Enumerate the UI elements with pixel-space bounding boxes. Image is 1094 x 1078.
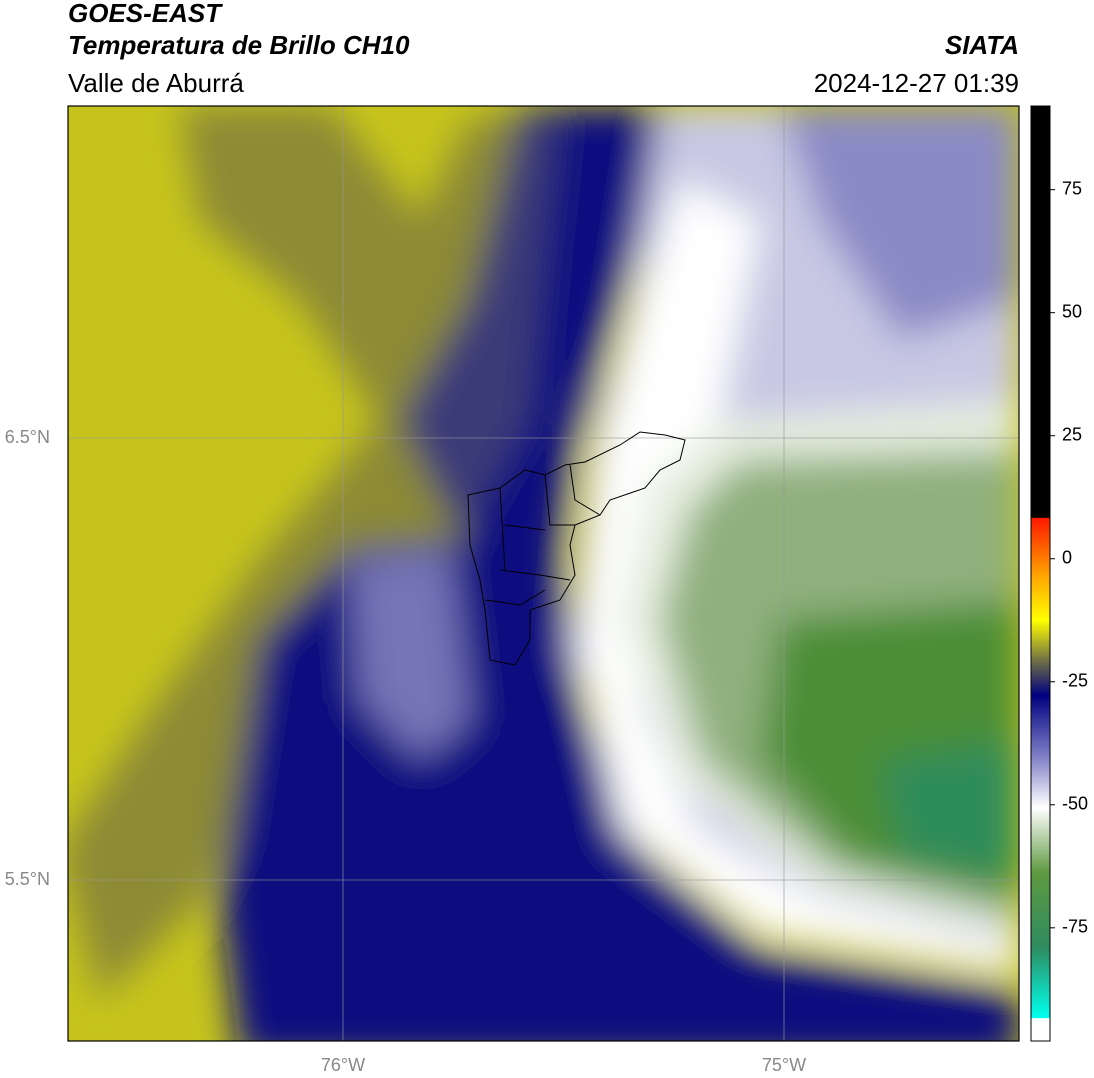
colorbar-ticks: 75 50 25 0 -25 -50 -75: [1050, 178, 1088, 937]
lon-label: 75°W: [762, 1055, 806, 1075]
colorbar: [1030, 105, 1051, 1042]
graticule: [68, 106, 1019, 1041]
source: SIATA: [945, 30, 1019, 60]
colorbar-tick-label: -50: [1062, 794, 1088, 814]
colorbar-tick-label: -25: [1062, 671, 1088, 691]
lon-label: 76°W: [321, 1055, 365, 1075]
colorbar-tick-label: 75: [1062, 178, 1082, 198]
colorbar-tick-label: 25: [1062, 424, 1082, 444]
subtitle: Temperatura de Brillo CH10: [68, 30, 410, 60]
map-frame: [67, 105, 1020, 1042]
lat-label: 5.5°N: [5, 869, 50, 889]
colorbar-tick-label: -75: [1062, 917, 1088, 937]
satellite-image: [68, 106, 1019, 1041]
region: Valle de Aburrá: [68, 68, 244, 98]
title: GOES-EAST: [68, 0, 223, 28]
colorbar-tick-label: 50: [1062, 301, 1082, 321]
lat-label: 6.5°N: [5, 427, 50, 447]
municipal-boundaries: [467, 431, 686, 666]
colorbar-tick-label: 0: [1062, 547, 1072, 567]
datetime: 2024-12-27 01:39: [814, 68, 1019, 98]
